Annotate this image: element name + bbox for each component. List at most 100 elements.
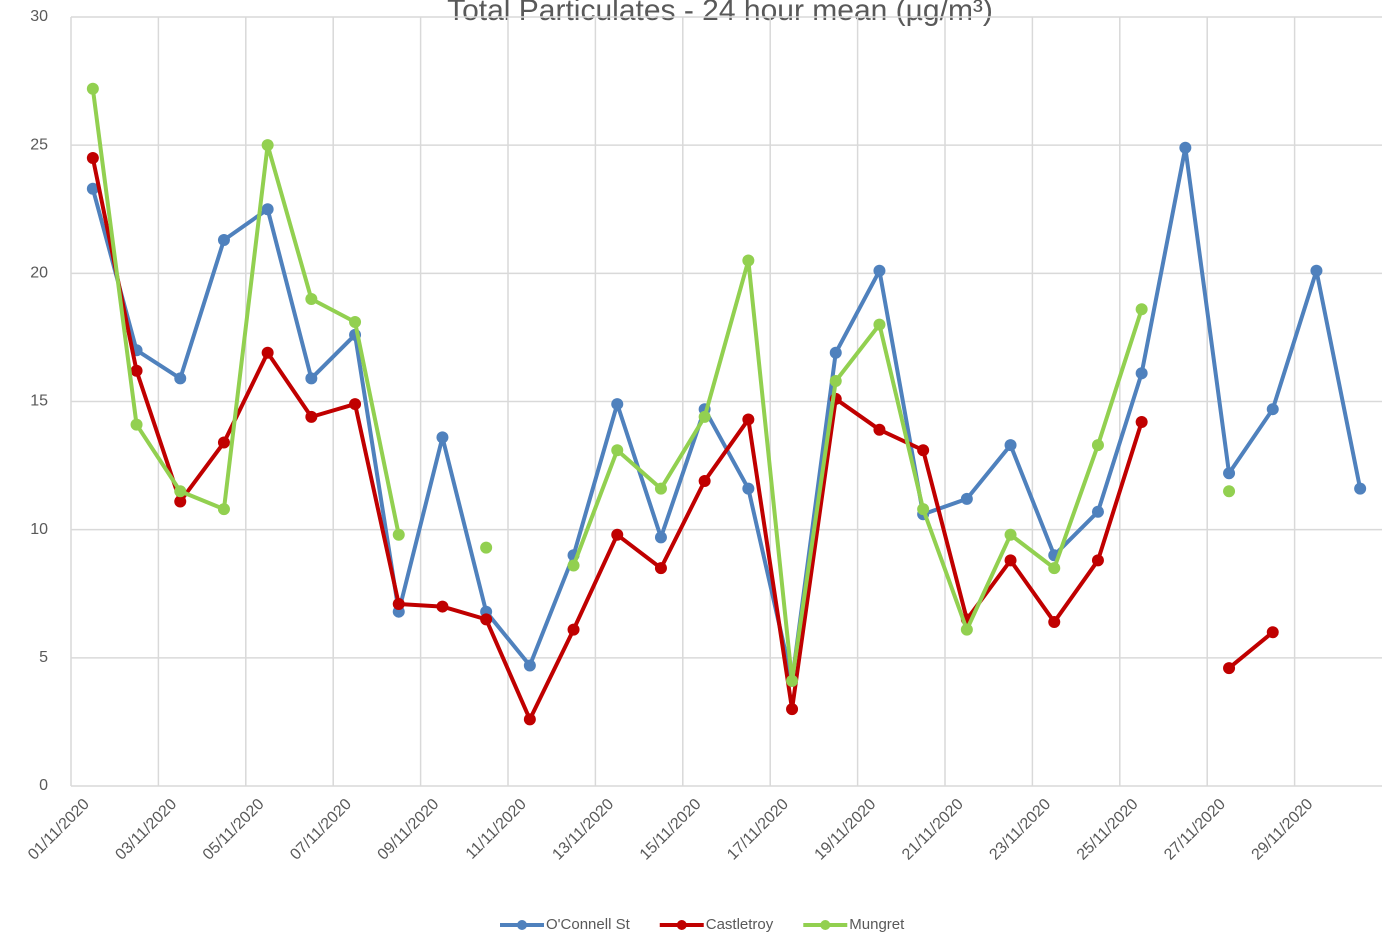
x-tick-label: 27/11/2020 [1161,796,1229,864]
point [611,528,624,541]
point [1354,482,1367,495]
x-tick-label: 25/11/2020 [1074,796,1142,864]
legend-label: Mungret [849,916,905,933]
point [174,372,187,385]
point [1091,505,1104,518]
x-tick-label: 23/11/2020 [986,796,1054,864]
point [1266,403,1279,416]
point [786,703,799,716]
y-tick-label: 5 [39,649,48,666]
point [349,398,362,411]
point [1048,615,1061,628]
point [392,528,405,541]
point [917,503,930,516]
y-tick-label: 0 [39,777,48,794]
point [436,600,449,613]
x-tick-label: 05/11/2020 [200,796,268,864]
point [1048,562,1061,575]
point [1223,467,1236,480]
legend-label: O'Connell St [546,916,631,933]
point [174,495,187,508]
point [1223,485,1236,498]
point [742,254,755,267]
point [523,659,536,672]
legend-label: Castletroy [706,916,774,933]
point [742,482,755,495]
legend-marker [676,920,687,930]
point [873,423,886,436]
point [86,82,99,95]
point [873,318,886,331]
point [917,444,930,457]
point [960,623,973,636]
point [436,431,449,444]
point [1091,554,1104,567]
point [960,492,973,505]
point [1004,528,1017,541]
point [1004,554,1017,567]
x-tick-label: 11/11/2020 [463,796,530,863]
point [829,346,842,359]
point [1135,303,1148,316]
x-tick-label: 09/11/2020 [375,796,443,864]
point [86,182,99,195]
point [261,139,274,152]
point [567,559,580,572]
point [611,444,624,457]
x-tick-label: 03/11/2020 [112,796,180,864]
point [611,398,624,411]
point [305,372,318,385]
legend-marker [517,920,527,930]
point [1004,439,1017,452]
point [1223,662,1236,675]
point [1135,416,1148,429]
point [873,264,886,277]
point [654,531,667,544]
point [698,474,711,487]
point [829,374,842,387]
point [305,410,318,423]
point [261,203,274,216]
x-tick-label: 13/11/2020 [549,796,617,864]
y-tick-label: 30 [30,8,48,25]
y-tick-label: 20 [30,265,48,282]
point [1266,626,1279,639]
point [261,346,274,359]
point [698,410,711,423]
point [1091,439,1104,452]
point [1135,367,1148,380]
point [742,413,755,426]
point [786,674,799,687]
point [1179,141,1192,154]
point [1310,264,1323,277]
x-tick-label: 15/11/2020 [637,796,705,864]
y-tick-label: 25 [30,136,48,153]
x-tick-label: 21/11/2020 [899,796,967,864]
y-tick-label: 10 [30,521,48,538]
x-tick-label: 29/11/2020 [1249,796,1317,864]
series-line [93,89,1229,681]
point [349,316,362,329]
point [217,436,230,449]
x-tick-label: 07/11/2020 [287,796,355,864]
point [480,613,493,626]
x-tick-label: 19/11/2020 [812,796,880,864]
point [567,623,580,636]
legend-marker [820,920,831,930]
point [217,234,230,247]
point [392,598,405,611]
x-tick-label: 01/11/2020 [25,796,93,864]
point [130,364,143,377]
series-line [90,145,1363,683]
x-tick-label: 17/11/2020 [724,796,792,864]
point [654,562,667,575]
point [217,503,230,516]
point [305,292,318,305]
point [654,482,667,495]
chart-title: Total Particulates - 24 hour mean (µg/m³… [447,0,993,27]
point [523,713,536,726]
point [86,151,99,164]
point [480,541,493,554]
point [130,418,143,431]
